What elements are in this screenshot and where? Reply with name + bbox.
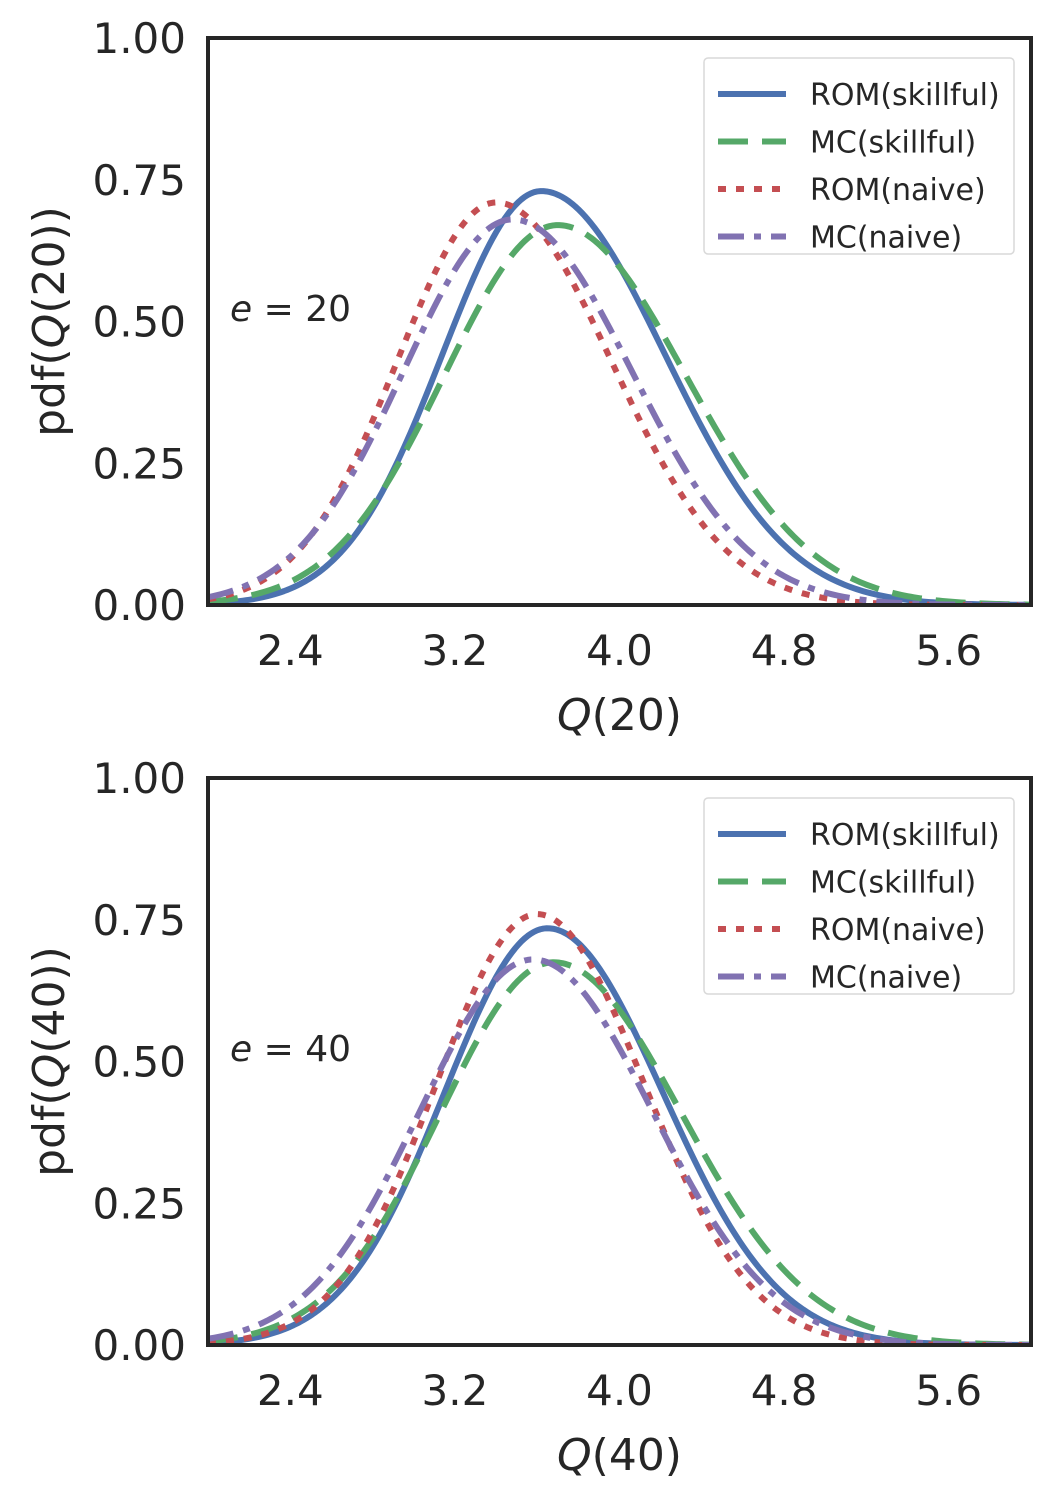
x-tick-label: 2.4 (257, 626, 324, 675)
y-tick-label: 0.75 (92, 156, 186, 205)
y-tick-label: 0.50 (92, 1038, 186, 1087)
y-tick-label: 0.25 (92, 1179, 186, 1228)
x-tick-label: 3.2 (422, 626, 489, 675)
chart-panel-1: 0.00 0.25 0.50 0.75 1.00 2.4 3.2 4.0 4.8 5.6 Q(20)… (24, 14, 1033, 741)
legend: ROM(skillful) MC(skillful) ROM(naive) MC(na… (703, 797, 1015, 996)
y-axis-label: pdf(Q(40)) (24, 946, 75, 1177)
x-axis-label: Q(20) (557, 690, 682, 741)
series-line-mc-naive (208, 956, 1031, 1345)
chart-panel-2: 0.00 0.25 0.50 0.75 1.00 2.4 3.2 4.0 4.8 5.6 Q(40)… (24, 754, 1033, 1481)
axes-frame (206, 36, 1033, 607)
x-tick-label: 4.8 (751, 1366, 818, 1415)
series-line-mc-skillful (208, 222, 1031, 605)
y-tick-label: 0.00 (92, 581, 186, 630)
series-line-mc-skillful (208, 959, 1031, 1345)
y-axis-label: pdf(Q(20)) (24, 206, 75, 437)
y-tick-label: 1.00 (92, 14, 186, 63)
x-tick-label: 5.6 (915, 1366, 982, 1415)
y-tick-label: 1.00 (92, 754, 186, 803)
y-tick-label: 0.50 (92, 298, 186, 347)
legend-label: MC(skillful) (810, 866, 976, 901)
series-line-mc-naive (208, 216, 1031, 605)
legend-label: ROM(skillful) (810, 818, 1000, 853)
y-tick-label: 0.75 (92, 896, 186, 945)
x-tick-label: 5.6 (915, 626, 982, 675)
x-tick-label: 4.0 (586, 626, 653, 675)
y-tick-label: 0.25 (92, 439, 186, 488)
x-axis-label: Q(40) (557, 1430, 682, 1481)
legend: ROM(skillful) MC(skillful) ROM(naive) MC(na… (703, 57, 1015, 256)
y-tick-label: 0.00 (92, 1321, 186, 1370)
x-tick-label: 4.0 (586, 1366, 653, 1415)
legend-box (703, 57, 1015, 255)
legend-label: MC(skillful) (810, 126, 976, 161)
legend-label: ROM(skillful) (810, 78, 1000, 113)
x-tick-label: 4.8 (751, 626, 818, 675)
legend-label: MC(naive) (810, 221, 962, 256)
x-tick-label: 3.2 (422, 1366, 489, 1415)
legend-label: ROM(naive) (810, 913, 986, 948)
panel-annotation: e = 40 (230, 1029, 351, 1070)
panel-annotation: e = 20 (230, 289, 351, 330)
legend-label: ROM(naive) (810, 173, 986, 208)
x-tick-label: 2.4 (257, 1366, 324, 1415)
legend-box (703, 797, 1015, 995)
axes-frame (206, 776, 1033, 1347)
legend-label: MC(naive) (810, 961, 962, 996)
